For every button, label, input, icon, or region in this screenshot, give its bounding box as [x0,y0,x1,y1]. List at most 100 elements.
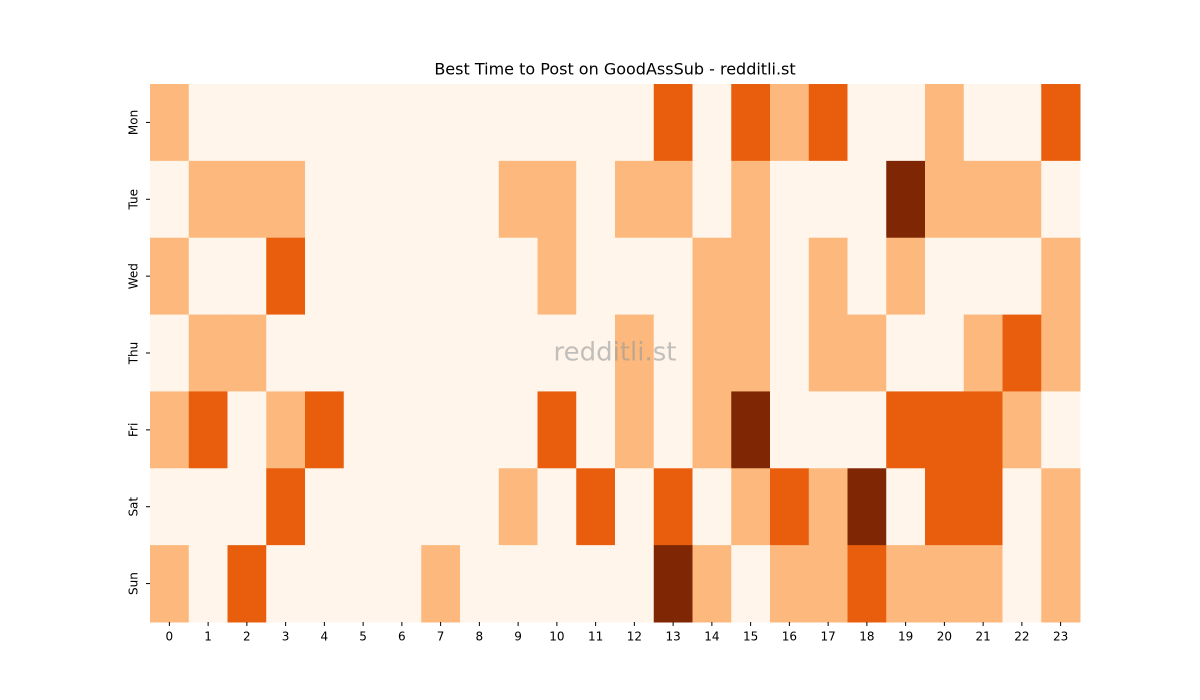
heatmap-cell [227,545,267,623]
heatmap-cell [188,84,228,162]
heatmap-cell [343,468,383,546]
heatmap-cell [731,160,771,239]
heatmap-cell [537,84,577,162]
heatmap-cell [188,314,228,392]
x-tick-label: 12 [627,630,642,644]
heatmap-cell [847,391,887,469]
x-tick-label: 23 [1053,630,1068,644]
heatmap-cell [266,391,306,469]
x-tick-label: 8 [476,630,484,644]
heatmap-cell [692,84,732,162]
heatmap-cell [615,237,655,316]
heatmap-cell [808,84,848,162]
x-tick-label: 16 [782,630,797,644]
heatmap-cell [615,545,655,623]
heatmap-cell [382,391,422,469]
heatmap-cell [1041,545,1081,623]
heatmap-cell [925,237,965,316]
heatmap-cell [653,391,693,469]
heatmap-cell [305,84,345,162]
x-tick-label: 5 [359,630,367,644]
heatmap-cell [421,391,461,469]
heatmap-cell [653,545,693,623]
heatmap-cell [227,468,267,546]
heatmap-cell [886,84,926,162]
heatmap-cell [343,391,383,469]
heatmap-cell [460,314,500,392]
heatmap-cell [925,314,965,392]
heatmap-cell [770,314,810,392]
x-tick-label: 0 [166,630,174,644]
heatmap-cell [227,391,267,469]
heatmap-cell [343,545,383,623]
heatmap-cell [886,545,926,623]
heatmap-cell [770,545,810,623]
x-tick-label: 19 [898,630,913,644]
heatmap-cell [886,237,926,316]
heatmap-cell [731,84,771,162]
x-tick-label: 11 [588,630,603,644]
heatmap-cell [188,160,228,239]
heatmap-cell [343,160,383,239]
x-tick-label: 13 [665,630,680,644]
heatmap-cell [305,391,345,469]
heatmap-cell [227,84,267,162]
heatmap-cell [227,237,267,316]
heatmap-cell [731,545,771,623]
heatmap-cell [498,314,538,392]
heatmap-cell [460,160,500,239]
heatmap-cell [653,237,693,316]
heatmap-cell [963,314,1003,392]
heatmap-cell [343,84,383,162]
heatmap-cell [847,545,887,623]
heatmap-cell [421,314,461,392]
heatmap-cell [576,84,616,162]
heatmap-cell [1041,468,1081,546]
heatmap-cell [382,160,422,239]
heatmap-cell [266,314,306,392]
heatmap-cell [925,391,965,469]
y-tick-label: Thu [127,342,141,366]
heatmap-cell [266,84,306,162]
heatmap-cell [963,391,1003,469]
chart-title: Best Time to Post on GoodAssSub - reddit… [434,60,795,79]
heatmap-cell [886,160,926,239]
x-tick-label: 22 [1014,630,1029,644]
heatmap-cell [808,237,848,316]
heatmap-cell [770,237,810,316]
heatmap-cell [731,468,771,546]
heatmap-cell [692,391,732,469]
heatmap-cell [421,84,461,162]
x-tick-label: 15 [743,630,758,644]
heatmap-cell [886,391,926,469]
heatmap-cell [615,314,655,392]
heatmap-cell [305,545,345,623]
x-tick-label: 6 [398,630,406,644]
heatmap-cell [266,468,306,546]
heatmap-cell [266,237,306,316]
heatmap-cell [653,314,693,392]
heatmap-cell [615,391,655,469]
heatmap-cell [925,468,965,546]
heatmap-cell [498,84,538,162]
heatmap-cell [460,468,500,546]
heatmap-cell [886,468,926,546]
heatmap-cell [1002,314,1042,392]
heatmap-cell [1002,84,1042,162]
x-tick-label: 21 [975,630,990,644]
heatmap-cell [498,391,538,469]
x-tick-label: 7 [437,630,445,644]
heatmap-cell [150,545,190,623]
heatmap-cell [615,84,655,162]
heatmap-cell [1002,468,1042,546]
y-tick-label: Sat [127,497,141,517]
heatmap-cell [537,391,577,469]
heatmap-cell [963,160,1003,239]
heatmap-cell [188,468,228,546]
heatmap-cell [925,545,965,623]
heatmap-cell [1002,160,1042,239]
heatmap-cell [963,468,1003,546]
heatmap-cell [576,391,616,469]
heatmap-cell [653,468,693,546]
heatmap-cell [150,237,190,316]
